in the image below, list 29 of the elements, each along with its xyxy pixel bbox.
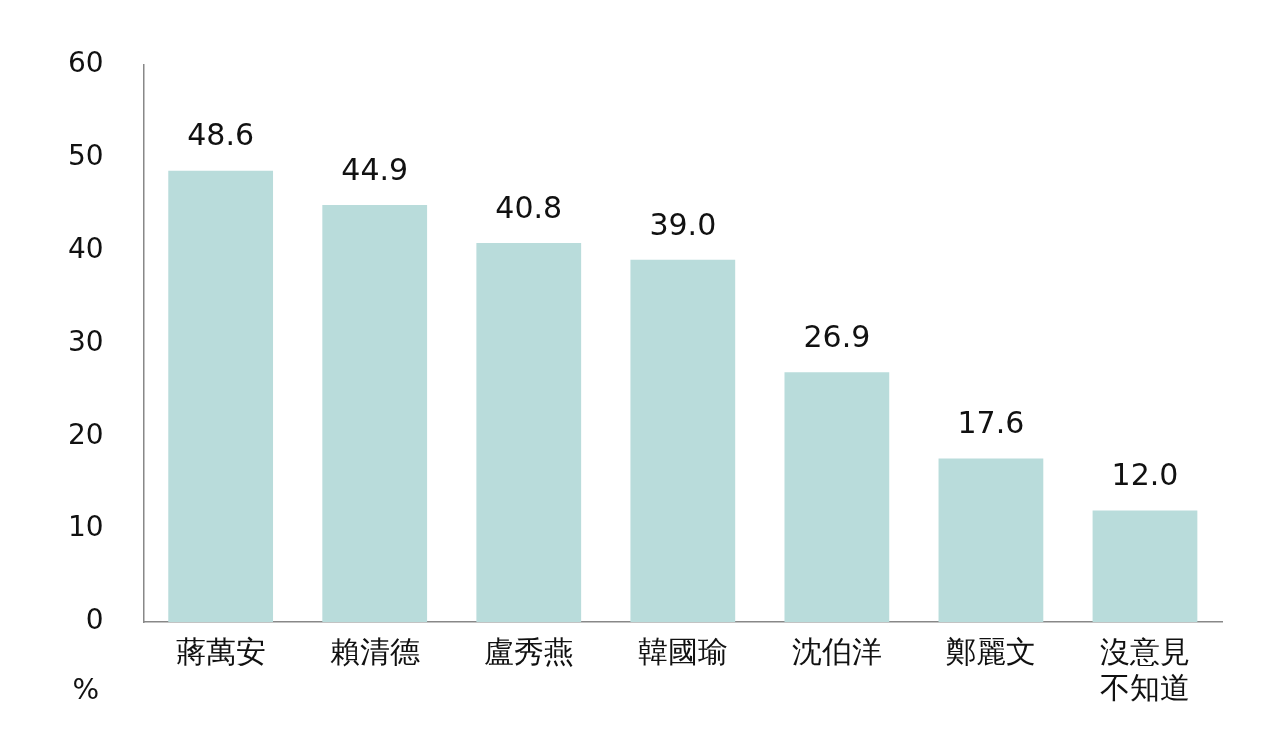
x-tick-label: 沈伯洋 xyxy=(791,633,882,669)
x-tick-label: 賴清德 xyxy=(329,633,420,669)
data-label: 40.8 xyxy=(495,189,563,225)
data-label: 17.6 xyxy=(957,405,1025,441)
data-label: 48.6 xyxy=(187,117,255,153)
y-tick-label: 50 xyxy=(67,138,104,172)
data-label: 26.9 xyxy=(803,318,871,354)
x-tick-label: 韓國瑜 xyxy=(637,633,728,669)
bar xyxy=(630,259,736,622)
x-tick-label: 沒意見不知道 xyxy=(1099,633,1190,705)
y-tick-label: 20 xyxy=(67,417,104,451)
x-tick-label: 鄭麗文 xyxy=(945,633,1036,669)
bar xyxy=(322,205,428,622)
data-label: 12.0 xyxy=(1111,457,1179,493)
data-label: 44.9 xyxy=(341,151,409,187)
bar xyxy=(938,458,1044,622)
y-tick-label: 40 xyxy=(67,231,104,265)
y-tick-label: 0 xyxy=(85,603,104,637)
data-label: 39.0 xyxy=(649,206,717,242)
y-tick-label: 60 xyxy=(67,46,104,80)
bar xyxy=(784,372,890,622)
bar xyxy=(476,243,582,622)
y-tick-label: 10 xyxy=(67,510,104,544)
y-axis-title: % xyxy=(72,673,100,707)
bar xyxy=(1092,510,1198,622)
y-tick-label: 30 xyxy=(67,324,104,358)
x-tick-label: 盧秀燕 xyxy=(483,633,574,669)
x-tick-label: 蔣萬安 xyxy=(175,633,266,669)
bar xyxy=(168,170,274,622)
